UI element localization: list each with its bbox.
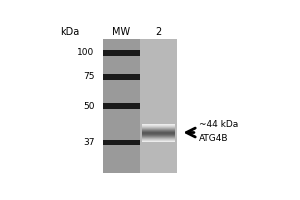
Text: ATG4B: ATG4B <box>199 134 229 143</box>
Text: 2: 2 <box>155 27 161 37</box>
Bar <box>142 137 175 138</box>
Bar <box>142 128 175 129</box>
Text: 75: 75 <box>83 72 94 81</box>
Bar <box>142 140 175 141</box>
Text: 37: 37 <box>83 138 94 147</box>
Bar <box>142 129 175 130</box>
Bar <box>142 133 175 134</box>
Bar <box>142 141 175 142</box>
Bar <box>140 39 177 173</box>
Bar <box>103 50 140 56</box>
Text: kDa: kDa <box>60 27 80 37</box>
Bar <box>142 136 175 137</box>
Bar <box>103 74 140 80</box>
Bar <box>142 127 175 128</box>
Bar <box>142 134 175 135</box>
Bar <box>142 132 175 133</box>
Bar <box>142 130 175 131</box>
Bar <box>142 139 175 140</box>
Bar <box>103 140 140 145</box>
Bar <box>142 138 175 139</box>
Bar <box>142 126 175 127</box>
Bar <box>103 39 140 173</box>
Bar <box>142 125 175 126</box>
Text: ~44 kDa: ~44 kDa <box>199 120 238 129</box>
Text: 50: 50 <box>83 102 94 111</box>
Bar <box>103 103 140 109</box>
Text: MW: MW <box>112 27 130 37</box>
Bar <box>142 131 175 132</box>
Bar <box>142 135 175 136</box>
Bar <box>142 124 175 125</box>
Text: 100: 100 <box>77 48 94 57</box>
